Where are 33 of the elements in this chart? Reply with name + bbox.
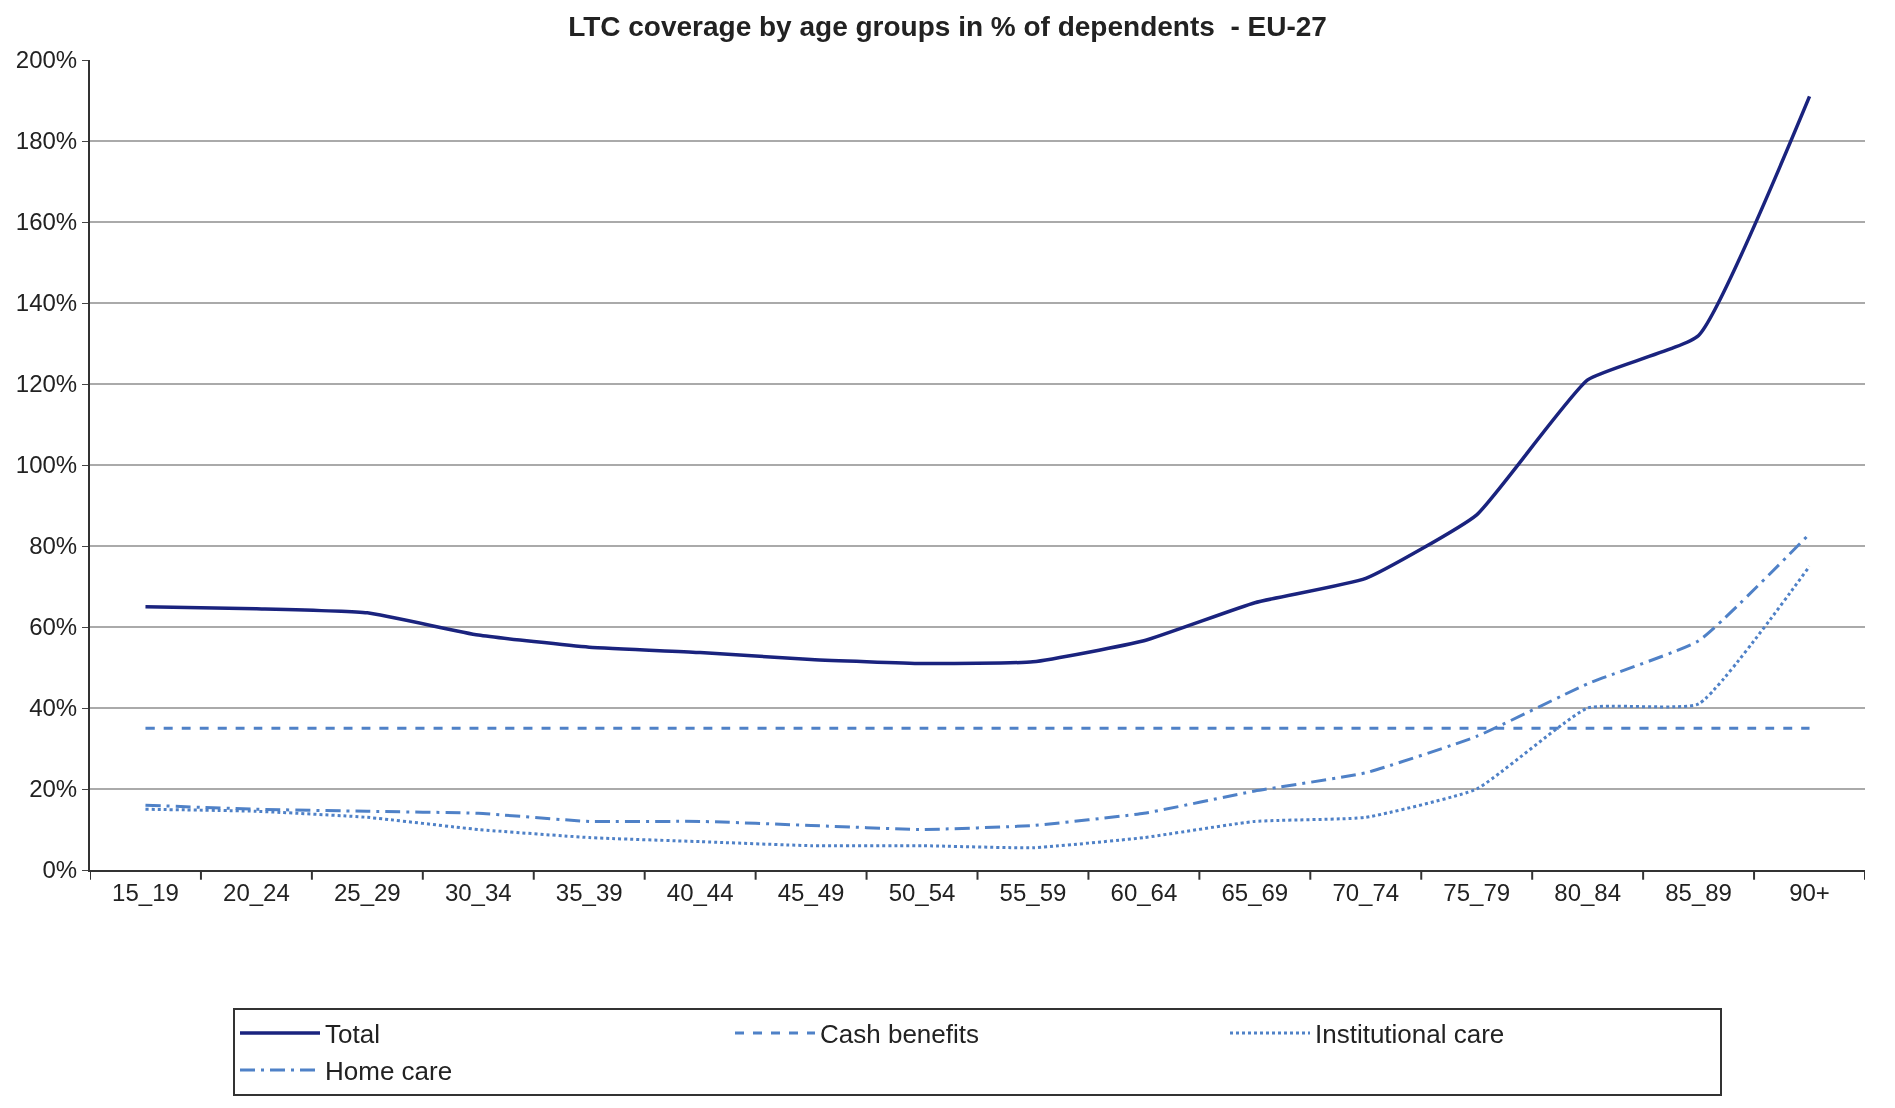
x-tick-label: 45_49 xyxy=(777,878,845,906)
y-tick-label: 200% xyxy=(15,46,78,74)
legend-label: Total xyxy=(325,1019,380,1050)
x-tick-label: 90+ xyxy=(1789,878,1830,906)
x-tick-label: 20_24 xyxy=(223,878,290,906)
legend-label: Institutional care xyxy=(1315,1019,1505,1050)
x-tick-label: 55_59 xyxy=(999,878,1067,906)
y-tick-label: 100% xyxy=(15,451,78,479)
y-tick-label: 40% xyxy=(29,694,78,722)
line-series xyxy=(143,94,1812,666)
y-tick-label: 20% xyxy=(29,775,78,803)
legend-label: Home care xyxy=(325,1056,453,1087)
x-tick-label: 65_69 xyxy=(1221,878,1289,906)
x-tick-label: 80_84 xyxy=(1554,878,1622,906)
x-tick-label: 50_54 xyxy=(888,878,956,906)
x-tick-label: 70_74 xyxy=(1332,878,1400,906)
legend-label: Cash benefits xyxy=(820,1019,979,1050)
y-tick-label: 180% xyxy=(15,127,78,155)
x-tick-label: 15_19 xyxy=(112,878,179,906)
x-tick-label: 25_29 xyxy=(333,878,401,906)
y-tick-label: 140% xyxy=(15,289,78,317)
y-tick-label: 160% xyxy=(15,208,78,236)
y-tick-label: 120% xyxy=(15,370,78,398)
y-tick-label: 0% xyxy=(42,856,78,884)
x-tick-label: 60_64 xyxy=(1110,878,1178,906)
y-tick-label: 80% xyxy=(29,532,78,560)
x-tick-label: 40_44 xyxy=(666,878,734,906)
x-tick-label: 85_89 xyxy=(1665,878,1732,906)
x-tick-label: 35_39 xyxy=(555,878,623,906)
x-tick-label: 75_79 xyxy=(1443,878,1511,906)
chart-title: LTC coverage by age groups in % of dependents - EU-27 xyxy=(568,11,1327,43)
y-tick-label: 60% xyxy=(29,613,78,641)
x-tick-label: 30_34 xyxy=(444,878,512,906)
